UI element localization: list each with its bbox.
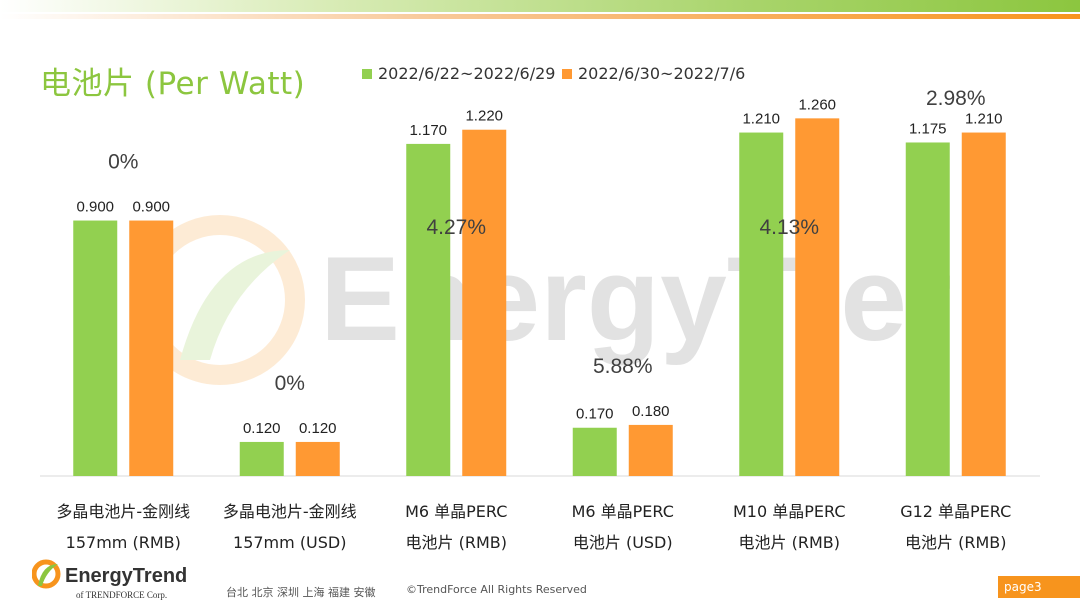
category-label-3-line2: 电池片 (USD) — [573, 533, 673, 552]
data-label-week2-5: 1.210 — [965, 111, 1003, 128]
bar-week2-0 — [129, 220, 174, 476]
bar-week1-0 — [73, 220, 118, 476]
bar-week1-2 — [406, 143, 451, 476]
bar-week1-5 — [905, 142, 950, 476]
category-label-4-line2: 电池片 (RMB) — [739, 533, 840, 552]
data-label-week1-0: 0.900 — [76, 199, 114, 216]
footer-logo-text: EnergyTrend — [65, 565, 187, 587]
data-label-week2-1: 0.120 — [299, 420, 337, 437]
bar-week1-3 — [572, 427, 617, 476]
bar-week2-5 — [961, 132, 1006, 477]
bar-week2-2 — [462, 129, 507, 476]
data-label-week2-4: 1.260 — [798, 96, 836, 113]
data-label-week1-1: 0.120 — [243, 420, 281, 437]
bar-week2-1 — [295, 441, 340, 476]
data-label-week2-2: 1.220 — [465, 108, 503, 125]
legend-series-1: 2022/6/22~2022/6/29 — [362, 64, 555, 83]
category-label-2-line2: 电池片 (RMB) — [406, 533, 507, 552]
change-label-2: 4.27% — [426, 216, 486, 239]
category-label-1-line1: 多晶电池片-金刚线 — [223, 502, 357, 521]
footer-copyright: ©TrendForce All Rights Reserved — [406, 583, 587, 596]
change-label-3: 5.88% — [593, 355, 653, 378]
change-label-1: 0% — [275, 372, 305, 395]
legend-label-1: 2022/6/22~2022/6/29 — [378, 64, 556, 83]
data-label-week2-0: 0.900 — [132, 199, 170, 216]
top-green-banner — [0, 0, 1080, 12]
data-label-week1-5: 1.175 — [909, 120, 947, 137]
legend-label-2: 2022/6/30~2022/7/6 — [578, 64, 746, 83]
bar-week1-4 — [739, 132, 784, 477]
footer-logo: EnergyTrend of TRENDFORCE Corp. — [31, 558, 192, 606]
change-label-5: 2.98% — [926, 87, 986, 110]
bar-week2-3 — [628, 424, 673, 476]
data-label-week1-4: 1.210 — [742, 111, 780, 128]
change-label-0: 0% — [108, 151, 138, 174]
category-label-1-line2: 157mm (USD) — [233, 533, 346, 552]
category-label-5-line2: 电池片 (RMB) — [905, 533, 1006, 552]
bar-week2-4 — [795, 118, 840, 476]
footer-logo-subtext: of TRENDFORCE Corp. — [76, 590, 167, 600]
data-label-week1-3: 0.170 — [576, 406, 614, 423]
legend-swatch-orange — [562, 68, 572, 79]
page-title: 电池片 (Per Watt) — [40, 66, 306, 102]
category-label-2-line1: M6 单晶PERC — [405, 502, 507, 521]
category-label-3-line1: M6 单晶PERC — [572, 502, 674, 521]
change-label-4: 4.13% — [759, 216, 819, 239]
legend-series-2: 2022/6/30~2022/7/6 — [562, 64, 745, 83]
category-label-4-line1: M10 单晶PERC — [733, 502, 846, 521]
legend-swatch-green — [362, 68, 372, 79]
data-label-week1-2: 1.170 — [409, 122, 447, 139]
page-number-tag: page3 — [998, 576, 1080, 598]
energytrend-logo-icon: EnergyTrend of TRENDFORCE Corp. — [31, 559, 187, 600]
category-label-0-line1: 多晶电池片-金刚线 — [56, 502, 190, 521]
data-label-week2-3: 0.180 — [632, 403, 670, 420]
footer-cities: 台北 北京 深圳 上海 福建 安徽 — [226, 586, 376, 599]
category-label-5-line1: G12 单晶PERC — [900, 502, 1011, 521]
bar-week1-1 — [239, 441, 284, 476]
top-orange-banner — [0, 14, 1080, 19]
category-label-0-line2: 157mm (RMB) — [66, 533, 181, 552]
